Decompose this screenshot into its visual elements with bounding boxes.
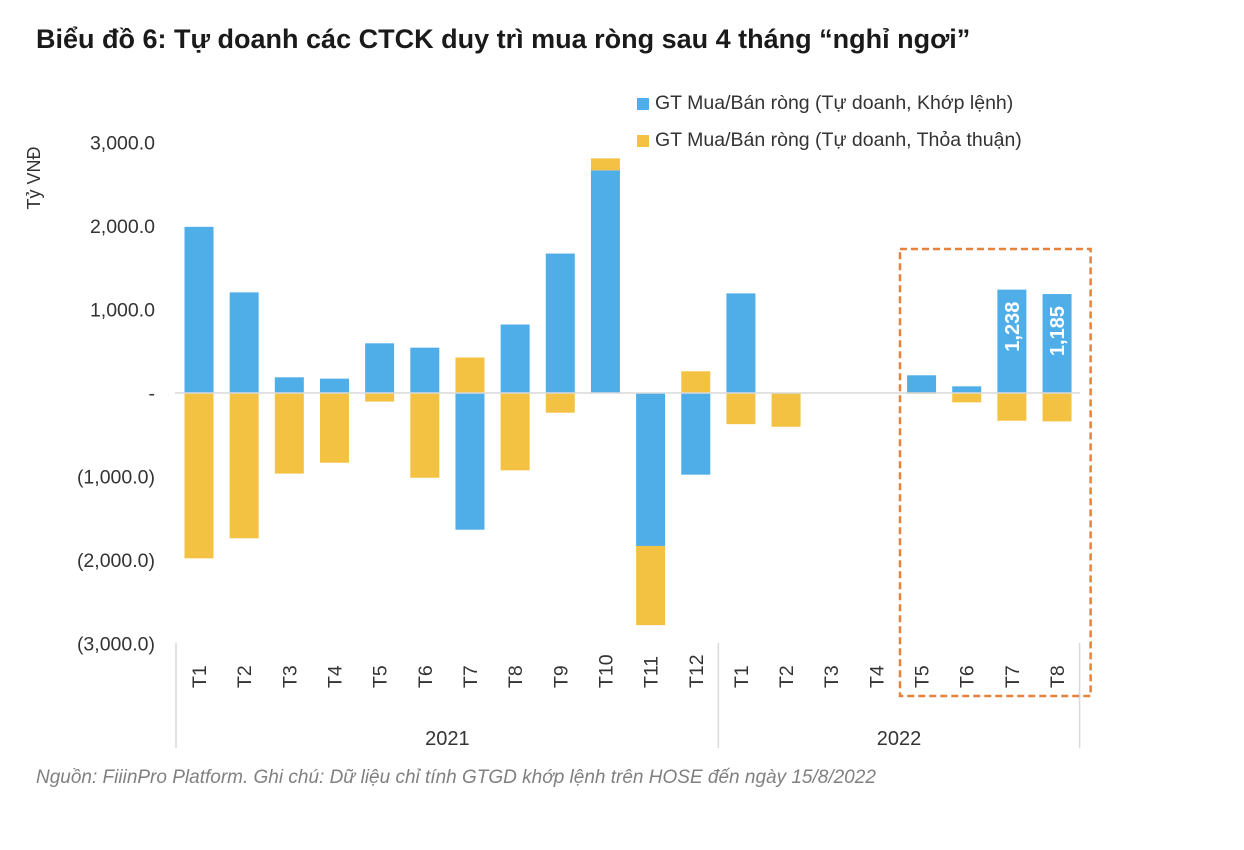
bar-thoa-thuan [1042,393,1072,422]
x-tick-label: T12 [686,654,708,688]
bar-thoa-thuan [771,393,801,427]
source-note: Nguồn: FiiinPro Platform. Ghi chú: Dữ li… [36,767,876,788]
bar-khop-lenh [952,386,982,393]
highlight-box [898,247,1092,698]
bar-khop-lenh [229,292,259,393]
bar-khop-lenh [997,289,1027,393]
legend-label: GT Mua/Bán ròng (Tự doanh, Thỏa thuận) [655,129,1022,151]
y-tick-label: (1,000.0) [77,467,155,489]
bar-thoa-thuan [500,393,530,471]
legend-item-thoa-thuan: GT Mua/Bán ròng (Tự doanh, Thỏa thuận) [637,129,1022,152]
y-tick-label: 1,000.0 [90,300,155,322]
y-tick-label: - [149,383,156,405]
x-tick-label: T2 [234,665,256,688]
bar-khop-lenh [500,324,530,393]
x-tick-label: T3 [279,665,301,688]
bar-khop-lenh [681,393,711,475]
bar-thoa-thuan [184,393,214,559]
x-tick-label: T3 [821,665,843,688]
bar-khop-lenh [545,253,575,393]
x-tick-label: T7 [460,665,482,688]
x-tick-label: T4 [324,665,346,688]
bar-khop-lenh [726,293,756,393]
y-tick-label: 3,000.0 [90,133,155,155]
legend-item-khop-lenh: GT Mua/Bán ròng (Tự doanh, Khớp lệnh) [637,92,1013,115]
bar-thoa-thuan [726,393,756,425]
bar-khop-lenh [274,377,304,393]
x-tick-label: T6 [957,665,979,688]
bar-khop-lenh [636,393,666,546]
x-tick-label: T5 [912,665,934,688]
bar-thoa-thuan [545,393,575,413]
x-tick-label: T1 [731,665,753,688]
bar-thoa-thuan [229,393,259,539]
bar-thoa-thuan [590,158,620,171]
x-tick-label: T9 [550,665,572,688]
bar-khop-lenh [410,347,440,393]
x-tick-label: T6 [415,665,437,688]
bar-khop-lenh [455,393,485,530]
data-label: 1,238 [1002,302,1024,352]
bar-khop-lenh [907,375,937,393]
y-tick-label: 2,000.0 [90,216,155,238]
bar-khop-lenh [184,226,214,393]
x-tick-label: T1 [189,665,211,688]
bar-khop-lenh [590,170,620,393]
bar-thoa-thuan [365,393,395,402]
legend-swatch-blue [637,97,649,110]
x-tick-label: T5 [370,665,392,688]
y-tick-label: (2,000.0) [77,550,155,572]
x-tick-label: T11 [641,656,663,688]
x-tick-label: T8 [505,665,527,688]
x-tick-label: T8 [1047,665,1069,688]
bar-khop-lenh [1042,294,1072,393]
legend-label: GT Mua/Bán ròng (Tự doanh, Khớp lệnh) [655,92,1014,114]
x-tick-label: T4 [866,665,888,688]
x-tick-label: T10 [595,654,617,688]
group-label: 2022 [877,728,922,750]
bar-thoa-thuan [455,357,485,393]
group-label: 2021 [425,728,470,750]
y-axis-label: Tỷ VNĐ [24,146,44,209]
bar-thoa-thuan [319,393,349,463]
data-label: 1,185 [1047,306,1069,356]
chart-title: Biểu đồ 6: Tự doanh các CTCK duy trì mua… [36,24,971,54]
bar-thoa-thuan [410,393,440,478]
x-tick-label: T2 [776,665,798,688]
legend-swatch-yellow [637,134,649,147]
y-tick-label: (3,000.0) [77,634,155,656]
bar-thoa-thuan [274,393,304,474]
bar-khop-lenh [365,343,395,393]
x-tick-label: T7 [1002,665,1024,688]
bar-thoa-thuan [681,371,711,393]
bar-thoa-thuan [636,545,666,626]
bar-thoa-thuan [952,393,982,403]
bar-khop-lenh [319,378,349,393]
bar-thoa-thuan [997,393,1027,421]
